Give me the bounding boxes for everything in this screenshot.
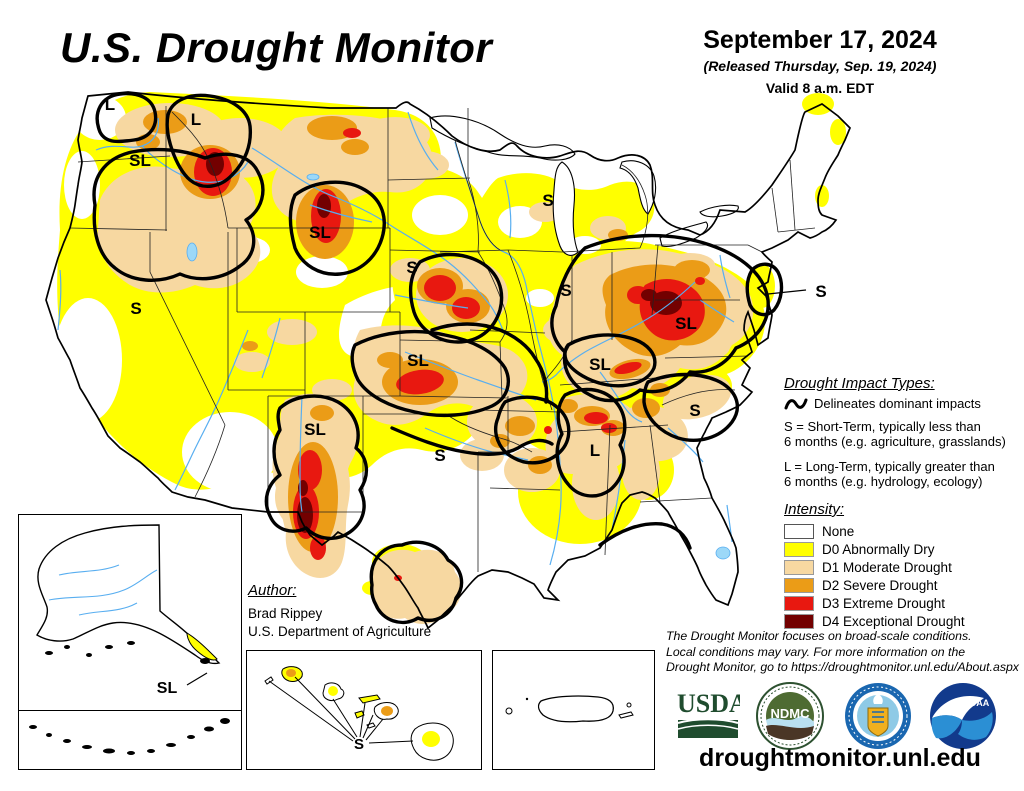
label-east-callout: S [815, 282, 826, 301]
label-wa: L [105, 95, 115, 114]
legend-item-d2: D2 Severe Drought [784, 577, 1020, 594]
label-sc: S [689, 401, 700, 420]
label-nm: SL [304, 420, 326, 439]
alaska-label: SL [157, 680, 178, 697]
legend-item-d3: D3 Extreme Drought [784, 595, 1020, 612]
valid-time: Valid 8 a.m. EDT [765, 80, 875, 96]
label-ornw: SL [129, 151, 151, 170]
legend-item-none: None [784, 523, 1020, 540]
report-date: September 17, 2024 [703, 26, 937, 54]
disclaimer: The Drought Monitor focuses on broad-sca… [666, 629, 1019, 674]
d3-swatch [784, 596, 814, 611]
hawaii-inset: S [246, 650, 482, 770]
date-block: September 17, 2024 (Released Thursday, S… [662, 26, 978, 96]
small-lakes [186, 173, 731, 560]
impact-labels: L L SL SL S S S S SL SL S SL SL S L S [105, 95, 827, 465]
label-mt: SL [309, 223, 331, 242]
alaska-map: SL [36, 524, 221, 697]
label-nv: S [130, 299, 141, 318]
label-wi: S [542, 191, 553, 210]
short-term-definition: S = Short-Term, typically less than 6 mo… [784, 419, 1006, 449]
d4-layer [206, 152, 682, 533]
legend-item-d0: D0 Abnormally Dry [784, 541, 1020, 558]
ndmc-logo: NDMC [756, 682, 824, 750]
author-block: Author: Brad Rippey U.S. Department of A… [248, 582, 431, 641]
commerce-logo [845, 683, 911, 749]
author-heading: Author: [248, 582, 297, 599]
us-outline [45, 91, 852, 630]
hawaii-callout-lines [268, 676, 414, 744]
author-name: Brad Rippey [248, 606, 323, 621]
label-tx: S [434, 446, 445, 465]
label-wv: SL [675, 314, 697, 333]
puerto-rico-map [505, 695, 634, 723]
d0-swatch [784, 542, 814, 557]
aleutians-map [29, 718, 230, 755]
site-url: droughtmonitor.unl.edu [699, 744, 981, 772]
d1-swatch [784, 560, 814, 575]
label-sd: S [406, 258, 417, 277]
label-id: L [191, 110, 201, 129]
page-title: U.S. Drought Monitor [60, 24, 493, 71]
aleutians-inset [18, 710, 242, 770]
author-org: U.S. Department of Agriculture [248, 624, 432, 639]
label-ky: SL [589, 355, 611, 374]
svg-text:NOAA: NOAA [963, 698, 990, 708]
intensity-legend: Intensity: None D0 Abnormally Dry D1 Mod… [784, 501, 1020, 631]
delineates-text: Delineates dominant impacts [814, 396, 981, 411]
impact-legend-heading: Drought Impact Types: [784, 375, 935, 392]
none-swatch [784, 524, 814, 539]
alaska-inset: SL [18, 514, 242, 712]
noaa-logo: NOAA [930, 683, 996, 749]
release-date: (Released Thursday, Sep. 19, 2024) [703, 58, 937, 74]
hawaii-label: S [354, 736, 364, 753]
d2-swatch [784, 578, 814, 593]
label-il: S [560, 281, 571, 300]
svg-text:USDA: USDA [677, 690, 740, 718]
puerto-rico-inset [492, 650, 655, 770]
d4-swatch [784, 614, 814, 629]
alaska-coast-islands [45, 641, 210, 664]
label-ms: L [590, 441, 600, 460]
legend-item-d1: D1 Moderate Drought [784, 559, 1020, 576]
logo-row: USDA NDMC NOAA [672, 682, 1012, 750]
impact-legend: Drought Impact Types: Delineates dominan… [784, 376, 1020, 499]
usda-logo: USDA [677, 690, 740, 738]
intensity-legend-heading: Intensity: [784, 501, 845, 518]
svg-text:NDMC: NDMC [771, 706, 811, 721]
label-ks: SL [407, 351, 429, 370]
long-term-definition: L = Long-Term, typically greater than 6 … [784, 459, 995, 489]
legend-item-d4: D4 Exceptional Drought [784, 613, 1020, 630]
impact-delineation-lines [92, 91, 784, 624]
east-s-callout-line [767, 289, 807, 295]
delineation-squiggle-icon [784, 398, 808, 409]
alaska-rivers [48, 564, 158, 616]
hawaii-map: S [264, 666, 454, 761]
